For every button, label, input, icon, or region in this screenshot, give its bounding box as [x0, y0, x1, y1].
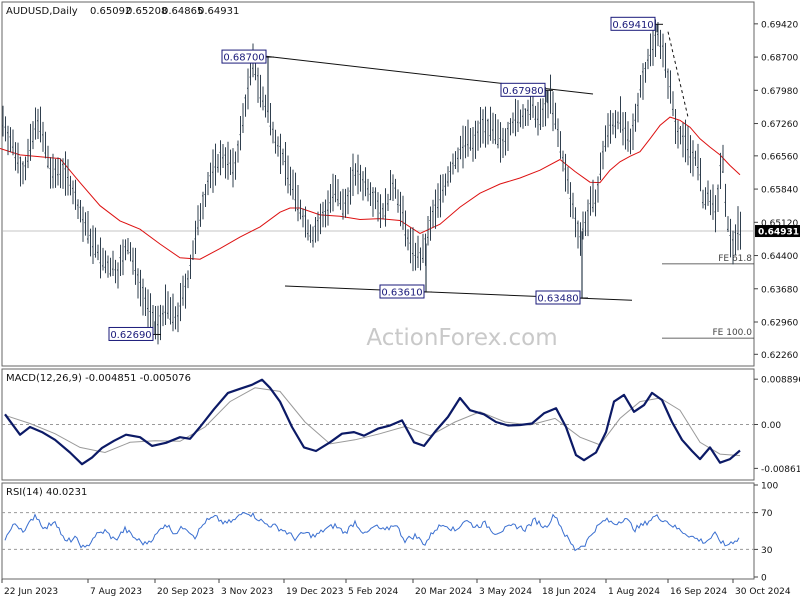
x-tick-label: 18 Jun 2024 [542, 587, 596, 597]
x-tick-label: 7 Aug 2023 [90, 587, 142, 597]
ohlc-high: 0.65208 [126, 6, 167, 17]
price-tick-label: 0.66560 [761, 152, 798, 162]
x-tick-label: 19 Dec 2023 [286, 587, 344, 597]
annotation-box [221, 49, 267, 64]
macd-tick-label: 0.008896 [761, 376, 800, 386]
projection-line [667, 31, 689, 118]
price-tick-label: 0.62960 [761, 319, 798, 329]
annotation-label: 0.63610 [381, 288, 422, 299]
price-tick-label: 0.64400 [761, 252, 798, 262]
ohlc-close: 0.64931 [198, 6, 239, 17]
x-tick-label: 5 Feb 2024 [348, 587, 399, 597]
annotation-box [379, 284, 425, 299]
watermark: ActionForex.com [366, 325, 557, 351]
macd-line [4, 378, 741, 466]
x-tick-label: 16 Sep 2024 [670, 587, 727, 597]
rsi-line [4, 511, 740, 552]
price-tick-label: 0.63680 [761, 285, 798, 295]
price-panel-frame [1, 1, 755, 367]
price-tick-label: 0.69420 [761, 20, 798, 30]
annotation-label: 0.62690 [110, 330, 151, 341]
x-tick-label: 1 Aug 2024 [608, 587, 660, 597]
x-tick-label: 22 Jun 2023 [4, 587, 58, 597]
price-tick-label: 0.68700 [761, 54, 798, 64]
ohlc-open: 0.65092 [90, 6, 131, 17]
macd-signal-line [4, 387, 741, 457]
price-tick-label: 0.67980 [761, 87, 798, 97]
fe-level-label: FE 100.0 [713, 328, 753, 338]
x-tick-label: 20 Mar 2024 [415, 587, 472, 597]
current-price-label: 0.64931 [758, 228, 799, 238]
x-tick-label: 3 May 2024 [479, 587, 532, 597]
annotation-box [108, 326, 154, 341]
moving-average-line [0, 116, 741, 260]
annotation-box [610, 16, 656, 31]
rsi-tick-label: 30 [761, 546, 773, 556]
annotation-label: 0.69410 [612, 20, 653, 31]
price-tick-label: 0.62260 [761, 351, 798, 361]
current-price-box [755, 225, 800, 238]
price-tick-label: 0.67260 [761, 120, 798, 130]
x-tick-label: 3 Nov 2023 [221, 587, 273, 597]
rsi-panel-frame [1, 482, 755, 580]
annotation-label: 0.63480 [537, 294, 578, 305]
rsi-tick-label: 0 [761, 574, 767, 584]
instrument-label: AUDUSD,Daily [6, 6, 78, 17]
macd-label: MACD(12,26,9) -0.004851 -0.005076 [6, 373, 191, 384]
macd-panel-frame [1, 368, 755, 481]
x-tick-label: 20 Sep 2023 [157, 587, 214, 597]
rsi-tick-label: 100 [761, 482, 778, 492]
annotation-box [535, 290, 581, 305]
ohlc-low: 0.64865 [162, 6, 203, 17]
annotation-label: 0.68700 [223, 53, 264, 64]
x-tick-label: 30 Oct 2024 [735, 587, 791, 597]
rsi-tick-label: 70 [761, 509, 773, 519]
rsi-label: RSI(14) 40.0231 [6, 487, 87, 498]
annotation-label: 0.67980 [502, 86, 543, 97]
price-tick-label: 0.65840 [761, 186, 798, 196]
annotation-box [500, 82, 546, 97]
macd-tick-label: 0.00 [761, 421, 781, 431]
price-tick-label: 0.65120 [761, 219, 798, 229]
fe-level-label: FE 61.8 [718, 254, 752, 264]
macd-tick-label: -0.008612 [761, 465, 800, 475]
